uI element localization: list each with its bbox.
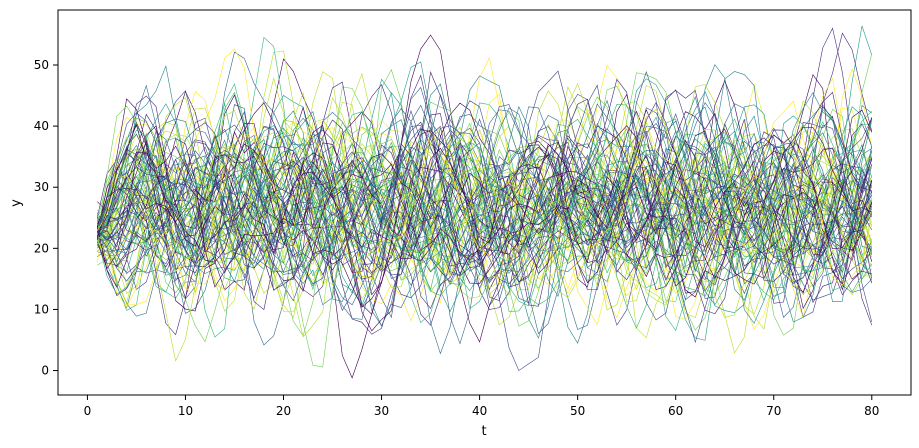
- x-tick-label: 60: [668, 404, 683, 418]
- y-tick-label: 0: [41, 364, 49, 378]
- series-line-94: [96, 126, 872, 288]
- series-line-87: [96, 113, 873, 295]
- x-tick-label: 40: [472, 404, 487, 418]
- y-axis: 0 10 20 30 40 50: [34, 58, 58, 378]
- series-line-66: [97, 110, 873, 298]
- series-line-95: [96, 100, 873, 323]
- series-line-96: [96, 100, 873, 296]
- x-tick-label: 20: [276, 404, 291, 418]
- series-line-52: [96, 90, 872, 288]
- series-line-93: [96, 121, 873, 307]
- series-line-98: [96, 117, 873, 332]
- x-tick-label: 10: [178, 404, 193, 418]
- x-tick-label: 70: [766, 404, 781, 418]
- series-line-25: [97, 145, 873, 319]
- x-tick-label: 80: [864, 404, 879, 418]
- x-axis-label: t: [481, 424, 486, 439]
- series-line-73: [97, 71, 872, 284]
- series-line-80: [97, 125, 873, 280]
- series-line-100: [97, 74, 873, 291]
- series-line-85: [96, 68, 873, 326]
- series-line-42: [96, 103, 873, 327]
- series-line-39: [96, 48, 872, 308]
- series-line-90: [96, 103, 872, 308]
- series-line-17: [97, 58, 873, 291]
- series-line-77: [96, 83, 873, 290]
- series-line-56: [96, 99, 873, 345]
- series-group: [96, 25, 873, 379]
- y-tick-label: 40: [34, 119, 49, 133]
- series-line-74: [96, 129, 873, 301]
- series-line-21: [97, 93, 873, 330]
- series-line-54: [97, 143, 873, 299]
- series-line-89: [96, 83, 872, 310]
- series-line-51: [96, 91, 873, 312]
- series-line-83: [97, 95, 873, 326]
- x-tick-label: 0: [84, 404, 92, 418]
- series-line-75: [96, 128, 873, 275]
- x-tick-label: 50: [570, 404, 585, 418]
- y-tick-label: 50: [34, 58, 49, 72]
- plot-frame: [57, 9, 912, 396]
- x-tick-label: 30: [374, 404, 389, 418]
- y-tick-label: 20: [34, 241, 49, 255]
- series-line-91: [97, 123, 872, 289]
- series-line-38: [96, 104, 872, 335]
- series-line-88: [96, 92, 872, 339]
- series-line-79: [96, 94, 873, 294]
- series-line-33: [96, 50, 873, 312]
- series-line-26: [97, 104, 873, 300]
- y-axis-label: y: [9, 199, 24, 207]
- series-line-4: [97, 141, 873, 330]
- series-line-76: [96, 70, 873, 307]
- series-line-62: [96, 78, 873, 295]
- y-tick-label: 30: [34, 180, 49, 194]
- series-line-97: [97, 97, 872, 318]
- y-tick-label: 10: [34, 302, 49, 316]
- series-line-22: [97, 75, 873, 324]
- series-line-37: [96, 102, 873, 275]
- series-line-92: [96, 130, 872, 302]
- series-line-1: [96, 104, 873, 276]
- series-line-99: [96, 102, 873, 310]
- series-line-14: [96, 34, 873, 379]
- series-line-24: [96, 132, 872, 306]
- x-axis: 0 10 20 30 40 50 60 70 80: [84, 395, 879, 418]
- series-line-86: [97, 71, 872, 323]
- series-line-65: [96, 101, 873, 287]
